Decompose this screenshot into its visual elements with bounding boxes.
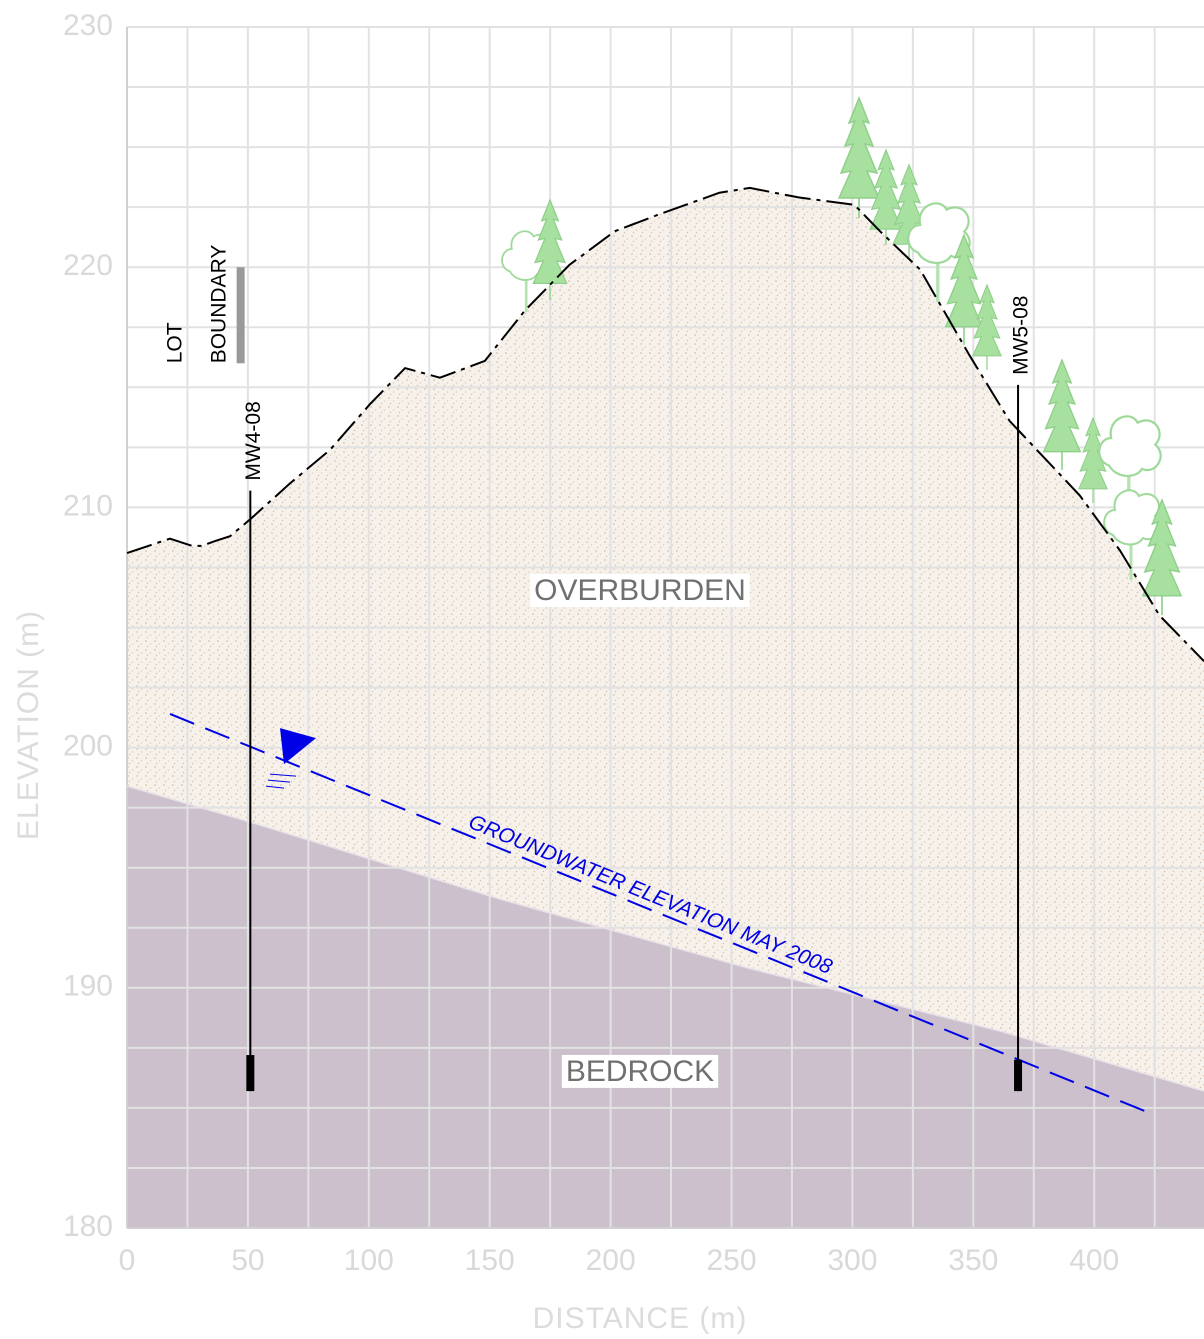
water-table-tick xyxy=(267,779,291,783)
tree xyxy=(1042,358,1082,472)
lot-label: BOUNDARY xyxy=(208,245,231,364)
x-tick-label: 50 xyxy=(231,1244,264,1277)
lot-label: LOT xyxy=(164,322,187,363)
water-table-symbol xyxy=(280,728,316,765)
x-tick-label: 300 xyxy=(827,1244,877,1277)
x-tick-label: 250 xyxy=(706,1244,756,1277)
x-tick-label: 0 xyxy=(119,1244,136,1277)
x-tick-label: 150 xyxy=(465,1244,515,1277)
well-label: MW5-08 xyxy=(1010,296,1033,375)
water-table-tick xyxy=(269,773,297,777)
lot-boundary xyxy=(236,267,245,364)
x-tick-label: 400 xyxy=(1069,1244,1119,1277)
water-table-tick xyxy=(265,785,285,789)
groundwater-line xyxy=(169,713,1156,1117)
well-screen xyxy=(246,1055,255,1092)
y-tick-label: 220 xyxy=(63,249,113,282)
unit-label-background xyxy=(561,1054,719,1088)
bedrock-fill xyxy=(127,786,1204,1228)
tree xyxy=(837,96,881,220)
x-tick-label: 100 xyxy=(344,1244,394,1277)
bedrock-surface xyxy=(126,785,1204,1092)
x-tick-label: 350 xyxy=(948,1244,998,1277)
layer-fills xyxy=(127,187,1204,1228)
y-tick-label: 190 xyxy=(63,970,113,1003)
y-tick-label: 210 xyxy=(63,489,113,522)
well-screen xyxy=(1014,1059,1023,1092)
grid xyxy=(126,26,1204,1229)
y-tick-label: 200 xyxy=(63,730,113,763)
y-axis-label: ELEVATION (m) xyxy=(12,610,45,840)
overburden-fill xyxy=(127,187,1204,1092)
x-axis-label: DISTANCE (m) xyxy=(533,1302,748,1335)
ground-surface xyxy=(126,186,1204,662)
x-tick-label: 200 xyxy=(586,1244,636,1277)
well-label: MW4-08 xyxy=(242,401,265,480)
unit-label: BEDROCK xyxy=(566,1055,714,1088)
y-tick-label: 180 xyxy=(63,1210,113,1243)
unit-label: OVERBURDEN xyxy=(534,574,746,607)
y-tick-label: 230 xyxy=(63,9,113,42)
unit-label-background xyxy=(530,573,750,607)
